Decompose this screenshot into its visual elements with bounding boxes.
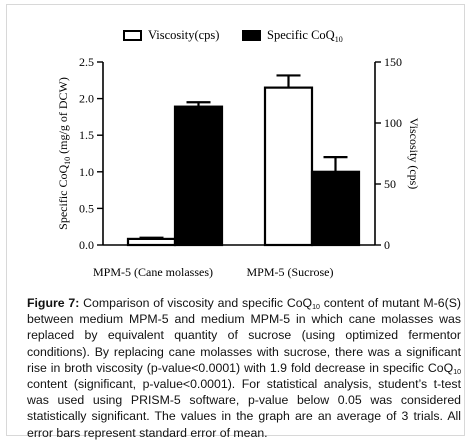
left-tick-label: 2.5 xyxy=(79,55,94,69)
caption-sub-2: 10 xyxy=(453,368,461,376)
chart: 0.0 0.5 1.0 1.5 2.0 2.5 0 50 100 150 Specific CoQ1… xyxy=(56,28,421,279)
viscosity-bar xyxy=(126,237,177,247)
caption-text-1: Comparison of viscosity and specific CoQ xyxy=(79,296,313,310)
caption-text-2: content of mutant M-6(S) between medium … xyxy=(27,296,461,375)
caption-label: Figure 7: xyxy=(27,296,80,310)
x-category-label: MPM-5 (Sucrose) xyxy=(247,265,334,279)
left-axis-label: Specific CoQ10 (mg/g of DCW) xyxy=(56,77,72,230)
caption-text-3: content (significant, p-value<0.0001). F… xyxy=(27,377,461,440)
legend-label: Viscosity(cps) xyxy=(148,28,219,42)
legend-label: Specific CoQ10 xyxy=(267,28,343,44)
left-tick-label: 1.5 xyxy=(79,128,94,142)
right-tick-label: 100 xyxy=(384,116,402,130)
left-tick-label: 2.0 xyxy=(79,92,94,106)
figure-frame: 0.0 0.5 1.0 1.5 2.0 2.5 0 50 100 150 Specific CoQ1… xyxy=(6,4,465,440)
legend-swatch xyxy=(123,30,142,41)
figure-caption: Figure 7: Comparison of viscosity and sp… xyxy=(27,295,461,441)
right-tick-label: 150 xyxy=(384,55,402,69)
viscosity-bar xyxy=(263,86,314,247)
right-tick-label: 0 xyxy=(384,238,390,252)
right-axis-label: Viscosity (cps) xyxy=(407,118,421,190)
x-category-label: MPM-5 (Cane molasses) xyxy=(93,265,213,279)
coq10-bar xyxy=(310,170,361,247)
legend-swatch xyxy=(242,30,261,41)
left-tick-label: 1.0 xyxy=(79,165,94,179)
left-tick-label: 0.0 xyxy=(79,238,94,252)
left-tick-label: 0.5 xyxy=(79,201,94,215)
coq10-bar xyxy=(173,105,224,247)
caption-sub-1: 10 xyxy=(312,304,320,311)
right-tick-label: 50 xyxy=(384,177,396,191)
